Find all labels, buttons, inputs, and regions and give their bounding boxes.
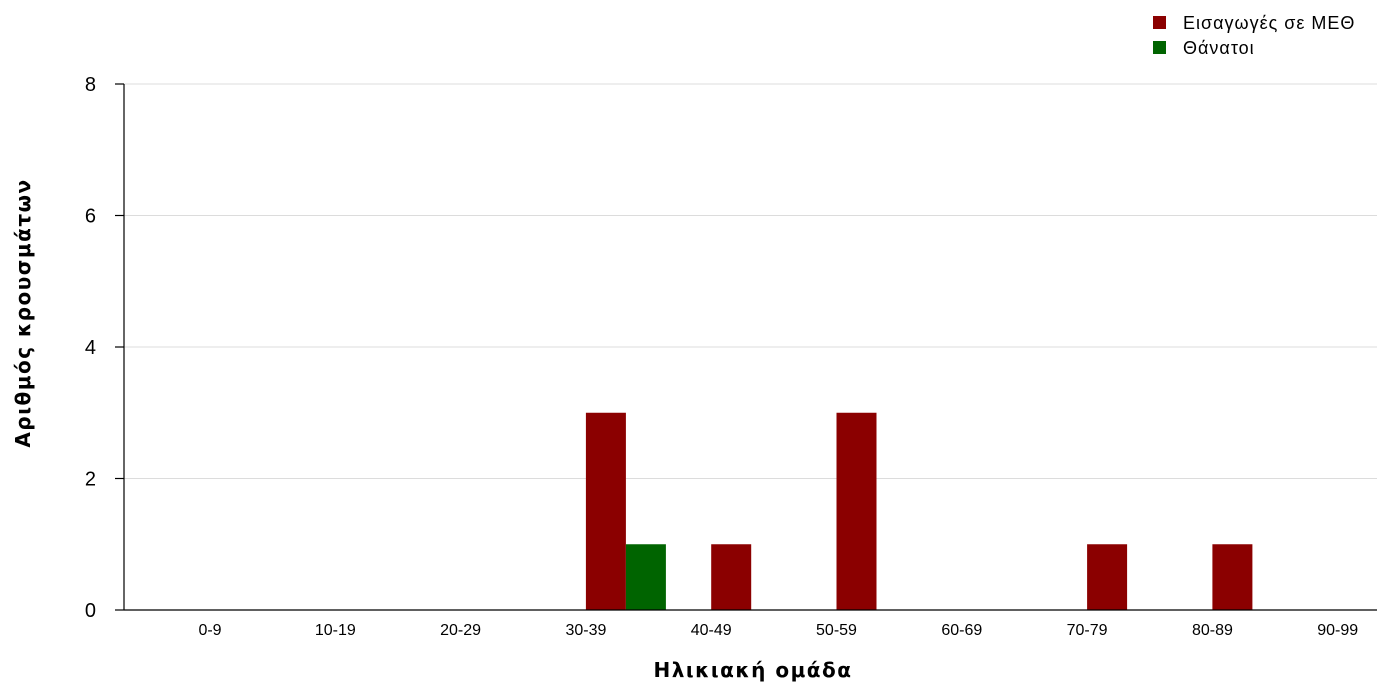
y-tick-label: 6 xyxy=(85,206,96,228)
bar-icu-70-79 xyxy=(1087,544,1128,610)
legend-item-icu: Εισαγωγές σε ΜΕΘ xyxy=(1153,13,1355,33)
legend-label-icu: Εισαγωγές σε ΜΕΘ xyxy=(1183,13,1355,33)
x-tick-label: 60-69 xyxy=(941,622,982,639)
legend-label-deaths: Θάνατοι xyxy=(1183,38,1255,58)
bar-icu-40-49 xyxy=(711,544,752,610)
bar-deaths-30-39 xyxy=(625,544,666,610)
y-tick-label: 4 xyxy=(85,337,96,359)
x-tick-label: 0-9 xyxy=(198,622,221,639)
bar-icu-30-39 xyxy=(585,412,626,610)
x-tick-label: 10-19 xyxy=(315,622,356,639)
legend: Εισαγωγές σε ΜΕΘ Θάνατοι xyxy=(1153,13,1355,58)
bars xyxy=(585,412,1253,610)
x-axis-title: Ηλικιακή ομάδα xyxy=(653,658,852,682)
x-tick-label: 70-79 xyxy=(1067,622,1108,639)
gridlines xyxy=(124,83,1377,479)
bar-icu-80-89 xyxy=(1212,544,1253,610)
bar-icu-50-59 xyxy=(836,412,877,610)
legend-swatch-deaths xyxy=(1153,41,1166,54)
y-tick-label: 8 xyxy=(85,74,96,96)
y-tick-label: 2 xyxy=(85,469,96,491)
x-ticks: 0-9 10-19 20-29 30-39 40-49 50-59 60-69 70-79 80… xyxy=(198,622,1358,639)
x-tick-label: 90-99 xyxy=(1317,622,1358,639)
legend-item-deaths: Θάνατοι xyxy=(1153,38,1255,58)
y-axis-title: Αριθμός κρουσμάτων xyxy=(11,178,35,447)
x-tick-label: 20-29 xyxy=(440,622,481,639)
x-tick-label: 40-49 xyxy=(691,622,732,639)
legend-swatch-icu xyxy=(1153,16,1166,29)
x-tick-label: 30-39 xyxy=(565,622,606,639)
x-tick-label: 80-89 xyxy=(1192,622,1233,639)
x-tick-label: 50-59 xyxy=(816,622,857,639)
y-tick-label: 0 xyxy=(85,600,96,622)
y-ticks: 0 2 4 6 8 xyxy=(85,74,124,622)
